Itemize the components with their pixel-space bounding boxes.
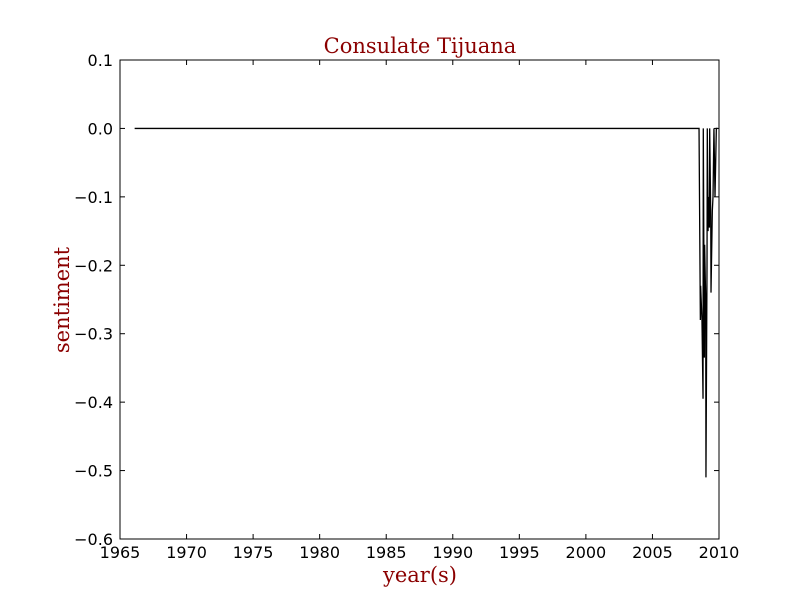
series-line-0 xyxy=(134,127,718,478)
x-tick-label: 2000 xyxy=(566,543,607,562)
y-tick-label: −0.3 xyxy=(74,325,113,344)
chart-title: Consulate Tijuana xyxy=(324,34,517,58)
y-tick-label: −0.5 xyxy=(74,462,113,481)
y-tick-label: 0.1 xyxy=(88,51,113,70)
y-tick-label: −0.4 xyxy=(74,393,113,412)
x-tick-label: 1990 xyxy=(432,543,473,562)
x-tick-label: 1975 xyxy=(233,543,274,562)
x-tick-label: 1995 xyxy=(499,543,540,562)
y-tick-label: −0.1 xyxy=(74,188,113,207)
x-tick-label: 1985 xyxy=(366,543,407,562)
x-axis-label: year(s) xyxy=(382,563,457,587)
x-tick-label: 2010 xyxy=(699,543,740,562)
x-axis-ticks: 1965 1970 1975 1980 1985 1990 1995 2000 2005 2010 xyxy=(100,60,740,562)
x-tick-label: 1965 xyxy=(100,543,141,562)
plot-area-frame xyxy=(119,59,720,540)
y-tick-label: 0.0 xyxy=(88,119,113,138)
data-layer xyxy=(134,127,718,478)
y-axis-ticks: 0.1 0.0 −0.1 −0.2 −0.3 −0.4 −0.5 −0.6 xyxy=(74,51,719,549)
x-tick-label: 1980 xyxy=(299,543,340,562)
x-tick-label: 1970 xyxy=(166,543,207,562)
y-tick-label: −0.6 xyxy=(74,530,113,549)
x-tick-label: 2005 xyxy=(632,543,673,562)
y-axis-label: sentiment xyxy=(50,246,74,353)
y-tick-label: −0.2 xyxy=(74,256,113,275)
